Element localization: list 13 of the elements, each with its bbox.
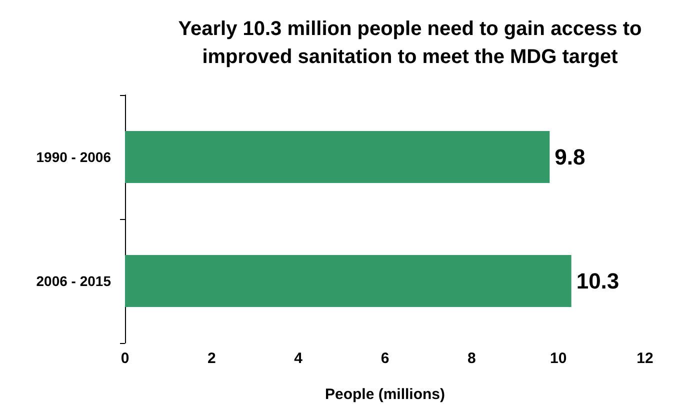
y-tick-label: 1990 - 2006: [36, 149, 112, 165]
x-tick-label: 10: [550, 350, 567, 367]
x-tick-label: 0: [120, 350, 130, 367]
x-axis-title: People (millions): [324, 386, 446, 403]
data-label: 9.8: [554, 144, 586, 170]
x-tick-label: 4: [294, 350, 304, 367]
data-label: 10.3: [576, 268, 620, 294]
chart-title: Yearly 10.3 million people need to gain access to improved sanitation to meet the MDG target: [178, 18, 642, 68]
x-tick-label: 2: [207, 350, 216, 367]
y-tick-label: 2006 - 2015: [36, 273, 112, 289]
x-tick-label: 8: [467, 350, 476, 367]
x-tick-label: 6: [380, 350, 390, 367]
x-tick-label: 12: [636, 350, 654, 367]
